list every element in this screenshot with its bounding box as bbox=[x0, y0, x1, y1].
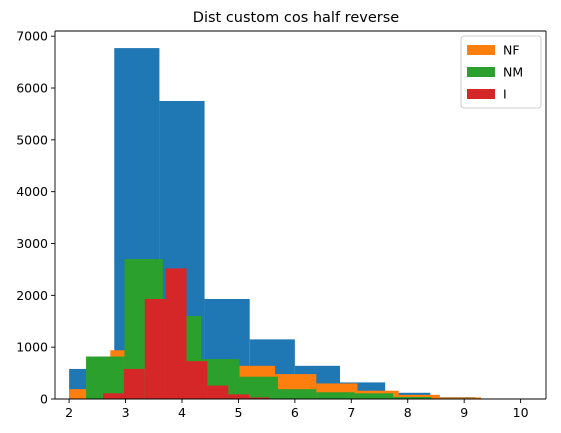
legend-label-nf: NF bbox=[503, 43, 520, 58]
bar-nm-6 bbox=[316, 392, 355, 399]
y-tick-label: 1000 bbox=[16, 340, 48, 355]
bar-i-3 bbox=[165, 268, 187, 399]
y-tick-label: 3000 bbox=[16, 236, 48, 251]
x-tick-label: 4 bbox=[178, 405, 186, 420]
y-tick-label: 6000 bbox=[16, 81, 48, 96]
legend-swatch-nf bbox=[467, 45, 495, 55]
chart-title: Dist custom cos half reverse bbox=[193, 10, 399, 26]
x-tick-label: 5 bbox=[234, 405, 242, 420]
histogram-bars bbox=[69, 48, 532, 399]
bar-i-4 bbox=[186, 361, 208, 399]
bar-nm-0 bbox=[86, 356, 125, 399]
bar-nm-4 bbox=[239, 376, 278, 399]
y-tick-label: 5000 bbox=[16, 132, 48, 147]
bar-nf-9 bbox=[439, 397, 482, 399]
y-tick-label: 2000 bbox=[16, 288, 48, 303]
bar-i-0 bbox=[102, 393, 124, 399]
x-tick-label: 10 bbox=[513, 405, 529, 420]
bar-i-1 bbox=[123, 368, 145, 399]
bar-i-7 bbox=[249, 397, 271, 399]
x-tick-label: 7 bbox=[347, 405, 355, 420]
bar-i-5 bbox=[207, 385, 229, 399]
x-tick-label: 9 bbox=[460, 405, 468, 420]
legend-label-i: I bbox=[503, 87, 507, 102]
x-tick-label: 6 bbox=[291, 405, 299, 420]
x-tick-label: 3 bbox=[122, 405, 130, 420]
bar-i-2 bbox=[144, 298, 166, 399]
bar-i-6 bbox=[228, 394, 250, 399]
bar-nm-7 bbox=[354, 393, 394, 399]
x-tick-label: 2 bbox=[65, 405, 73, 420]
y-tick-label: 0 bbox=[40, 392, 48, 407]
legend[interactable]: NF NM I bbox=[460, 35, 542, 109]
legend-swatch-i bbox=[467, 89, 495, 99]
y-tick-label: 7000 bbox=[16, 29, 48, 44]
y-tick-label: 4000 bbox=[16, 184, 48, 199]
x-tick-label: 8 bbox=[404, 405, 412, 420]
bar-nm-5 bbox=[277, 389, 317, 399]
legend-swatch-nm bbox=[467, 67, 495, 77]
legend-label-nm: NM bbox=[503, 65, 523, 80]
axes: 2 3 4 5 6 7 8 9 10 0 1000 2000 3000 4000 5000 6000 7000 bbox=[16, 29, 547, 420]
bar-nm-8 bbox=[393, 396, 432, 399]
bar-nf-8 bbox=[398, 394, 440, 399]
